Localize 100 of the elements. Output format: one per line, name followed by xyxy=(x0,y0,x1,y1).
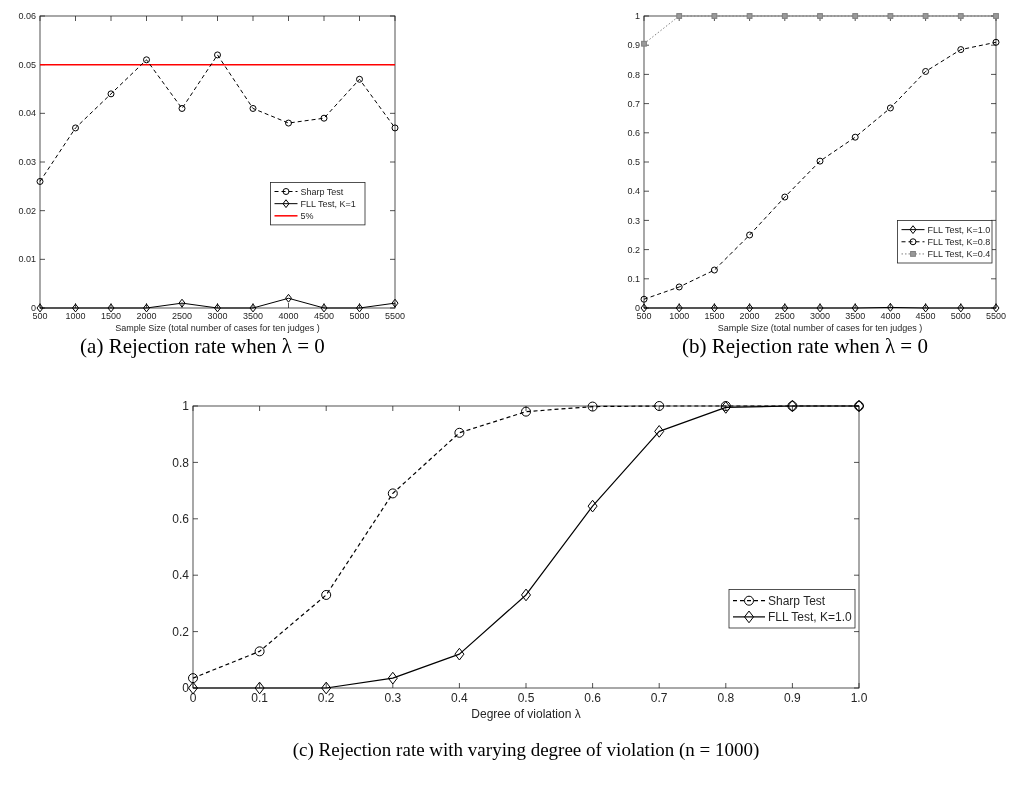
y-tick-label: 0.2 xyxy=(627,244,640,255)
x-tick-label: 3500 xyxy=(845,311,866,321)
legend-label: 5% xyxy=(300,210,314,221)
point xyxy=(641,40,647,47)
x-tick-label: 4500 xyxy=(915,311,936,321)
point xyxy=(356,75,363,83)
point xyxy=(746,303,754,313)
point xyxy=(321,589,332,600)
point xyxy=(285,293,292,303)
point xyxy=(249,303,257,313)
point xyxy=(72,303,79,313)
y-tick-label: 1 xyxy=(634,11,640,22)
point xyxy=(922,303,930,313)
point xyxy=(992,38,1000,46)
x-tick-label: 4000 xyxy=(880,311,901,321)
x-tick-label: 1500 xyxy=(704,311,725,321)
x-tick-label: 0.1 xyxy=(251,691,269,705)
point xyxy=(320,114,328,122)
x-tick-label: 5500 xyxy=(384,311,406,321)
x-tick-label: 0.8 xyxy=(717,691,735,705)
y-tick-label: 0 xyxy=(30,303,36,314)
x-tick-label: 4000 xyxy=(278,311,299,321)
x-tick-label: 1000 xyxy=(65,311,86,321)
point xyxy=(851,133,859,141)
point xyxy=(107,303,115,313)
point xyxy=(320,303,328,313)
x-tick-label: 0.5 xyxy=(517,691,535,705)
x-tick-label: 5000 xyxy=(950,311,971,321)
y-tick-label: 0 xyxy=(634,303,640,314)
x-tick-label: 2000 xyxy=(136,311,157,321)
point xyxy=(587,401,598,412)
point xyxy=(851,303,859,313)
x-tick-label: 5500 xyxy=(985,311,1007,321)
y-tick-label: 0.8 xyxy=(172,455,190,470)
y-tick-label: 0.01 xyxy=(18,254,36,265)
point xyxy=(249,104,257,112)
x-tick-label: 2000 xyxy=(739,311,760,321)
point xyxy=(886,303,894,312)
point xyxy=(521,406,531,417)
point xyxy=(957,303,965,313)
legend-label: FLL Test, K=1 xyxy=(300,198,356,209)
point xyxy=(922,67,930,75)
text: (a) Rejection rate when λ = 0 xyxy=(80,334,325,358)
point xyxy=(781,193,789,201)
x-axis-title: Degree of violation λ xyxy=(471,707,581,721)
x-tick-label: 0.9 xyxy=(784,691,802,705)
y-tick-label: 0.7 xyxy=(627,98,640,109)
x-tick-label: 0.4 xyxy=(451,691,469,705)
point xyxy=(107,90,115,98)
point xyxy=(675,283,683,291)
point xyxy=(36,303,44,313)
point xyxy=(640,295,648,303)
point xyxy=(387,671,398,685)
point xyxy=(254,646,265,657)
y-tick-label: 0.03 xyxy=(18,157,36,168)
point xyxy=(746,231,754,239)
legend-label: Sharp Test xyxy=(300,186,344,197)
point xyxy=(391,124,399,132)
y-tick-label: 0.05 xyxy=(18,59,36,70)
point xyxy=(143,303,150,313)
point xyxy=(675,303,683,313)
x-tick-label: 1000 xyxy=(669,311,690,321)
point xyxy=(521,588,531,602)
point xyxy=(654,401,665,411)
y-tick-label: 0.02 xyxy=(18,205,36,216)
legend-label: FLL Test, K=0.8 xyxy=(927,236,991,247)
point xyxy=(816,303,824,313)
point xyxy=(957,46,965,54)
point xyxy=(710,303,718,313)
point xyxy=(356,303,363,313)
x-tick-label: 0.3 xyxy=(384,691,402,705)
x-tick-label: 5000 xyxy=(349,311,370,321)
x-tick-label: 0.6 xyxy=(584,691,602,705)
x-tick-label: 0.7 xyxy=(650,691,668,705)
x-tick-label: 4500 xyxy=(313,311,335,321)
y-tick-label: 0.4 xyxy=(172,568,190,583)
x-axis-title: Sample Size (total number of cases for ten judges ) xyxy=(717,322,923,333)
point xyxy=(214,303,221,313)
text: (c) Rejection rate with varying degree of violation (n = 1000) xyxy=(292,739,760,761)
y-tick-label: 0.3 xyxy=(627,215,640,226)
point xyxy=(454,427,465,438)
y-tick-label: 0.2 xyxy=(172,624,190,639)
x-tick-label: 3000 xyxy=(207,311,228,321)
point xyxy=(285,119,292,127)
point xyxy=(886,104,894,112)
legend-label: FLL Test, K=0.4 xyxy=(927,249,991,260)
point xyxy=(214,51,221,59)
point xyxy=(178,298,186,308)
point xyxy=(143,56,150,64)
point xyxy=(587,499,598,513)
x-tick-label: 3000 xyxy=(809,311,831,321)
legend-label: FLL Test, K=1.0 xyxy=(768,610,853,625)
point xyxy=(710,266,718,274)
legend-label: Sharp Test xyxy=(768,593,826,608)
y-tick-label: 0.1 xyxy=(627,273,640,284)
legend-label: FLL Test, K=1.0 xyxy=(927,224,991,235)
point xyxy=(816,157,824,165)
x-tick-label: 1500 xyxy=(100,311,122,321)
x-tick-label: 3500 xyxy=(242,311,264,321)
point xyxy=(654,425,665,438)
